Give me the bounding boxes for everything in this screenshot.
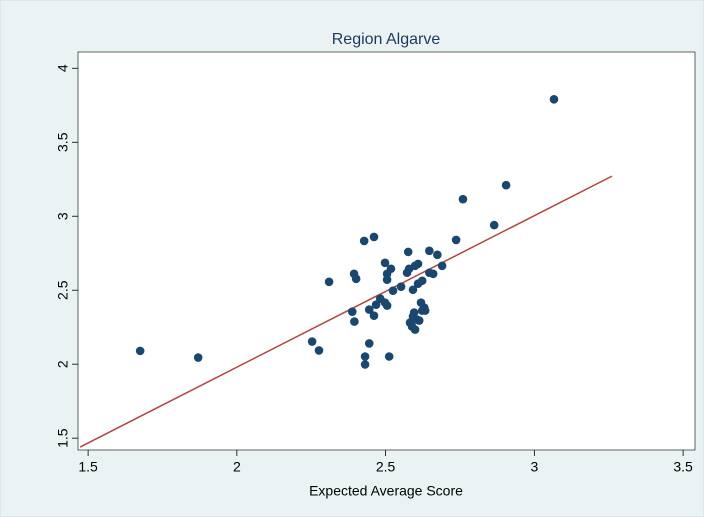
x-tick-label: 3.5 xyxy=(673,459,693,475)
scatter-point xyxy=(371,300,381,310)
scatter-point xyxy=(369,232,379,242)
scatter-point xyxy=(549,95,559,104)
y-tick-label: 3.5 xyxy=(55,132,71,152)
scatter-point xyxy=(193,353,203,362)
scatter-point xyxy=(403,247,413,257)
scatter-point xyxy=(307,337,317,346)
scatter-point xyxy=(380,258,390,268)
scatter-point xyxy=(314,346,324,355)
scatter-point xyxy=(451,235,461,245)
scatter-point xyxy=(413,259,423,269)
x-tick-label: 3 xyxy=(530,459,538,475)
plot-region xyxy=(77,51,696,451)
scatter-point xyxy=(364,339,374,348)
x-tick-label: 1.5 xyxy=(78,459,98,475)
scatter-point xyxy=(501,180,511,190)
scatter-point xyxy=(433,250,442,260)
y-tick-label: 3 xyxy=(55,212,71,220)
scatter-point xyxy=(360,352,370,361)
scatter-point xyxy=(414,316,424,325)
scatter-point xyxy=(417,306,427,315)
chart-title: Region Algarve xyxy=(332,31,441,48)
scatter-point xyxy=(413,279,423,288)
x-tick-label: 2.5 xyxy=(376,459,396,475)
scatter-point xyxy=(347,307,357,316)
y-tick-label: 1.5 xyxy=(55,428,71,448)
y-tick-label: 2.5 xyxy=(55,280,71,300)
scatter-point xyxy=(135,346,145,356)
x-axis-label: Expected Average Score xyxy=(309,483,463,499)
scatter-point xyxy=(359,236,369,246)
scatter-point xyxy=(489,220,499,230)
y-tick-label: 2 xyxy=(55,360,71,368)
x-tick-label: 2 xyxy=(233,459,241,475)
y-tick-label: 4 xyxy=(55,64,71,72)
scatter-point xyxy=(382,269,392,279)
scatter-point xyxy=(364,305,374,314)
scatter-point xyxy=(369,311,379,320)
scatter-point xyxy=(408,285,418,295)
scatter-point xyxy=(425,268,434,278)
scatter-point xyxy=(324,277,334,287)
scatter-point xyxy=(382,301,392,310)
scatter-point xyxy=(351,274,361,284)
scatter-point xyxy=(360,360,370,369)
scatter-point xyxy=(410,325,420,334)
scatter-point xyxy=(350,317,359,326)
scatter-point xyxy=(425,246,434,256)
scatter-point xyxy=(458,194,468,204)
scatter-point xyxy=(382,275,392,285)
scatter-point xyxy=(388,286,398,295)
fit-line xyxy=(79,175,613,448)
scatter-point xyxy=(437,261,447,271)
scatter-point xyxy=(396,282,406,291)
scatter-point xyxy=(384,352,394,361)
